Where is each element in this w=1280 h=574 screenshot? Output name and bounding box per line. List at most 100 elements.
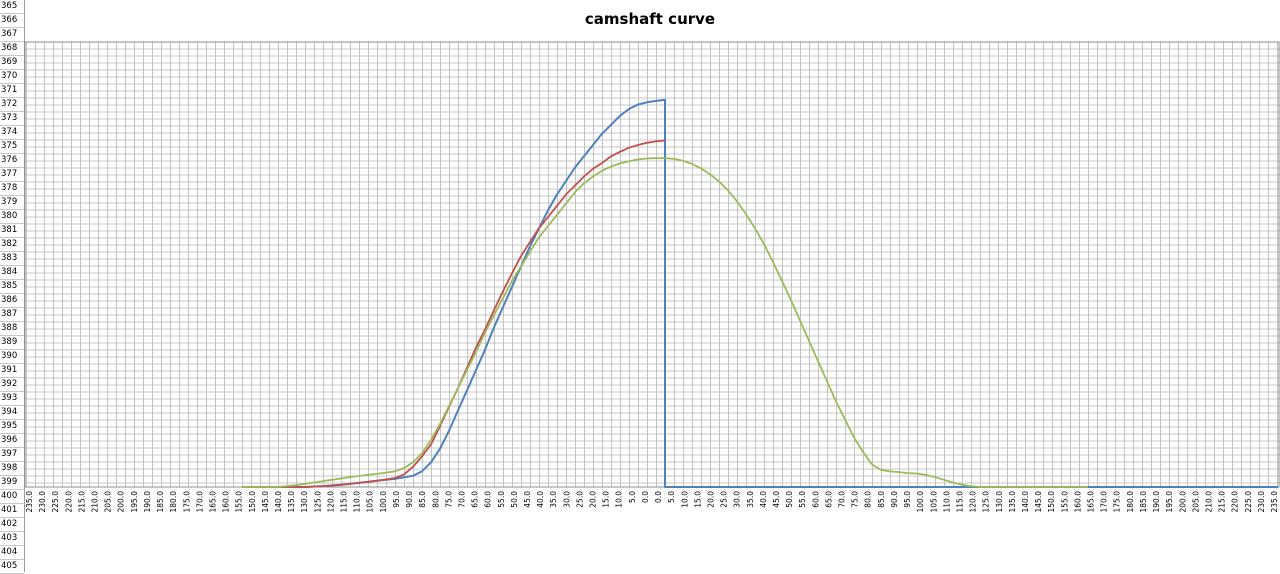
x-tick-label: 40.0 [759, 491, 768, 508]
x-tick-label: 125.0 [982, 491, 991, 513]
row-number[interactable]: 403 [0, 532, 24, 546]
x-tick-label: 85.0 [418, 491, 427, 508]
x-tick-label: 80.0 [864, 491, 873, 508]
x-tick-label: 210.0 [1204, 491, 1213, 513]
x-tick-label: 90.0 [890, 491, 899, 508]
row-number[interactable]: 372 [0, 98, 24, 112]
row-number[interactable]: 366 [0, 14, 24, 28]
x-tick-label: 175.0 [1113, 491, 1122, 513]
row-number[interactable]: 387 [0, 308, 24, 322]
row-number[interactable]: 393 [0, 392, 24, 406]
row-number[interactable]: 378 [0, 182, 24, 196]
x-tick-label: 85.0 [877, 491, 886, 508]
row-number[interactable]: 367 [0, 28, 24, 42]
x-tick-label: 180.0 [1126, 491, 1135, 513]
x-tick-label: 120.0 [969, 491, 978, 513]
x-tick-label: 70.0 [838, 491, 847, 508]
row-number[interactable]: 376 [0, 154, 24, 168]
row-number[interactable]: 370 [0, 70, 24, 84]
row-number[interactable]: 371 [0, 84, 24, 98]
row-number[interactable]: 391 [0, 364, 24, 378]
row-number[interactable]: 374 [0, 126, 24, 140]
row-number[interactable]: 389 [0, 336, 24, 350]
x-tick-label: 145.0 [261, 491, 270, 513]
x-tick-label: 130.0 [300, 491, 309, 513]
x-tick-label: 115.0 [955, 491, 964, 513]
x-tick-label: 5.0 [628, 491, 637, 503]
row-number[interactable]: 381 [0, 224, 24, 238]
row-headers: 365 366 367 368 369 370 371 372 373 374 375 376 377 3… [0, 0, 25, 574]
x-tick-label: 165.0 [1087, 491, 1096, 513]
x-tick-label: 195.0 [1165, 491, 1174, 513]
grid-lines [25, 41, 1280, 487]
x-tick-label: 155.0 [235, 491, 244, 513]
row-number[interactable]: 388 [0, 322, 24, 336]
row-number[interactable]: 380 [0, 210, 24, 224]
x-tick-label: 165.0 [208, 491, 217, 513]
row-number[interactable]: 395 [0, 420, 24, 434]
x-tick-label: 200.0 [117, 491, 126, 513]
x-tick-label: 195.0 [130, 491, 139, 513]
x-tick-label: 145.0 [1034, 491, 1043, 513]
row-number[interactable]: 377 [0, 168, 24, 182]
x-tick-label: 185.0 [156, 491, 165, 513]
row-number[interactable]: 402 [0, 518, 24, 532]
x-tick-label: 190.0 [143, 491, 152, 513]
x-tick-label: 225.0 [1244, 491, 1253, 513]
x-tick-label: 235.0 [25, 491, 34, 513]
x-tick-label: 95.0 [903, 491, 912, 508]
row-number[interactable]: 384 [0, 266, 24, 280]
row-number[interactable]: 369 [0, 56, 24, 70]
x-tick-label: 80.0 [431, 491, 440, 508]
row-number[interactable]: 392 [0, 378, 24, 392]
row-number[interactable]: 394 [0, 406, 24, 420]
row-number[interactable]: 379 [0, 196, 24, 210]
x-tick-label: 35.0 [549, 491, 558, 508]
x-tick-label: 50.0 [785, 491, 794, 508]
series-line-2 [242, 139, 666, 488]
x-tick-label: 15.0 [602, 491, 611, 508]
x-tick-label: 180.0 [169, 491, 178, 513]
x-tick-label: 185.0 [1139, 491, 1148, 513]
x-tick-label: 20.0 [589, 491, 598, 508]
x-tick-label: 135.0 [1008, 491, 1017, 513]
x-tick-label: 105.0 [366, 491, 375, 513]
row-number[interactable]: 373 [0, 112, 24, 126]
row-number[interactable]: 375 [0, 140, 24, 154]
row-number[interactable]: 382 [0, 238, 24, 252]
x-tick-label: 140.0 [1021, 491, 1030, 513]
row-number[interactable]: 365 [0, 0, 24, 14]
x-tick-label: 10.0 [680, 491, 689, 508]
row-number[interactable]: 383 [0, 252, 24, 266]
row-number[interactable]: 396 [0, 434, 24, 448]
row-number[interactable]: 385 [0, 280, 24, 294]
row-number[interactable]: 398 [0, 462, 24, 476]
row-number[interactable]: 390 [0, 350, 24, 364]
x-tick-label: 190.0 [1152, 491, 1161, 513]
x-tick-label: 205.0 [104, 491, 113, 513]
x-tick-label: 125.0 [313, 491, 322, 513]
x-tick-label: 150.0 [1047, 491, 1056, 513]
x-tick-label: 225.0 [51, 491, 60, 513]
row-number[interactable]: 386 [0, 294, 24, 308]
x-tick-label: 220.0 [64, 491, 73, 513]
x-tick-label: 10.0 [615, 491, 624, 508]
row-number[interactable]: 404 [0, 546, 24, 560]
row-number[interactable]: 399 [0, 476, 24, 490]
x-tick-label: 15.0 [693, 491, 702, 508]
x-tick-label: 130.0 [995, 491, 1004, 513]
row-number[interactable]: 368 [0, 42, 24, 56]
row-number[interactable]: 400 [0, 490, 24, 504]
x-tick-label: 60.0 [811, 491, 820, 508]
x-tick-label: 65.0 [824, 491, 833, 508]
row-number[interactable]: 401 [0, 504, 24, 518]
x-tick-label: 170.0 [195, 491, 204, 513]
x-tick-label: 75.0 [851, 491, 860, 508]
x-tick-label: 70.0 [457, 491, 466, 508]
x-tick-label: 55.0 [497, 491, 506, 508]
x-tick-label: 75.0 [444, 491, 453, 508]
x-tick-label: 115.0 [340, 491, 349, 513]
row-number[interactable]: 397 [0, 448, 24, 462]
x-tick-label: 0.0 [641, 491, 650, 503]
